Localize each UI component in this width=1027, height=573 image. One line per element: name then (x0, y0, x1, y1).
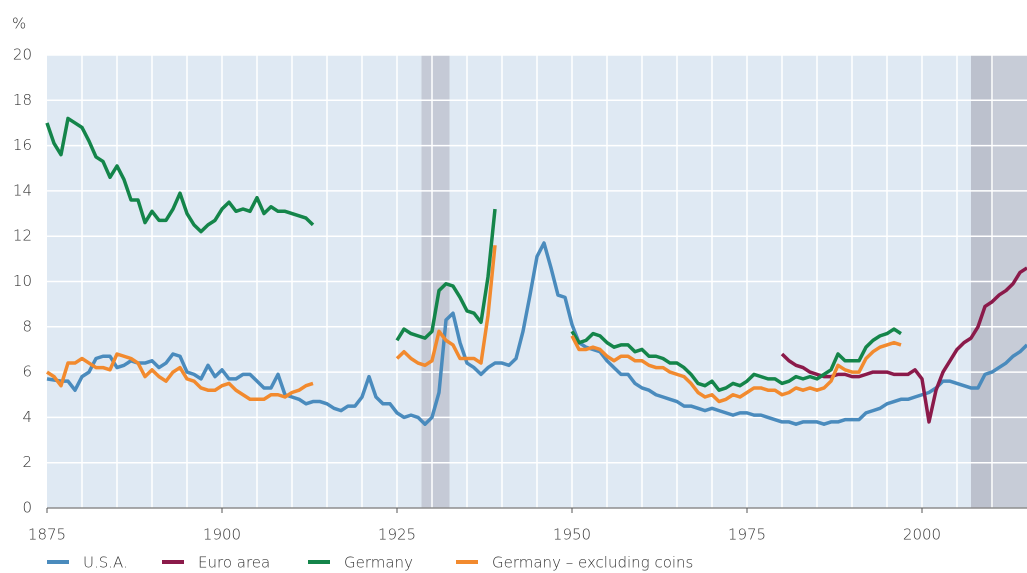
y-tick-label: 0 (22, 499, 32, 517)
legend-label: U.S.A. (83, 554, 128, 572)
series-line (45, 116, 315, 234)
y-tick-label: 18 (13, 91, 32, 109)
series-line (570, 327, 902, 392)
legend-label: Germany (344, 554, 413, 572)
x-tick-label: 1875 (28, 526, 66, 544)
series-line (570, 335, 902, 404)
x-tick-label: 1975 (728, 526, 766, 544)
series-line (46, 241, 1027, 426)
y-tick-label: 12 (13, 227, 32, 245)
y-tick-label: 4 (22, 408, 32, 426)
y-tick-label: 8 (22, 317, 32, 335)
y-tick-label: 2 (22, 453, 32, 471)
series-line (395, 208, 497, 342)
y-tick-label: 16 (13, 136, 32, 154)
y-tick-label: 20 (13, 46, 32, 64)
y-axis-label: % (12, 15, 26, 33)
series-line (46, 352, 314, 402)
legend-label: Euro area (198, 554, 270, 572)
y-tick-label: 6 (22, 363, 32, 381)
legend-label: Germany – excluding coins (492, 554, 693, 572)
series-line (395, 245, 497, 368)
x-tick-label: 2000 (903, 526, 941, 544)
y-tick-label: 10 (13, 272, 32, 290)
x-tick-label: 1900 (203, 526, 241, 544)
y-tick-label: 14 (13, 181, 32, 199)
x-tick-label: 1925 (378, 526, 416, 544)
x-tick-label: 1950 (553, 526, 591, 544)
